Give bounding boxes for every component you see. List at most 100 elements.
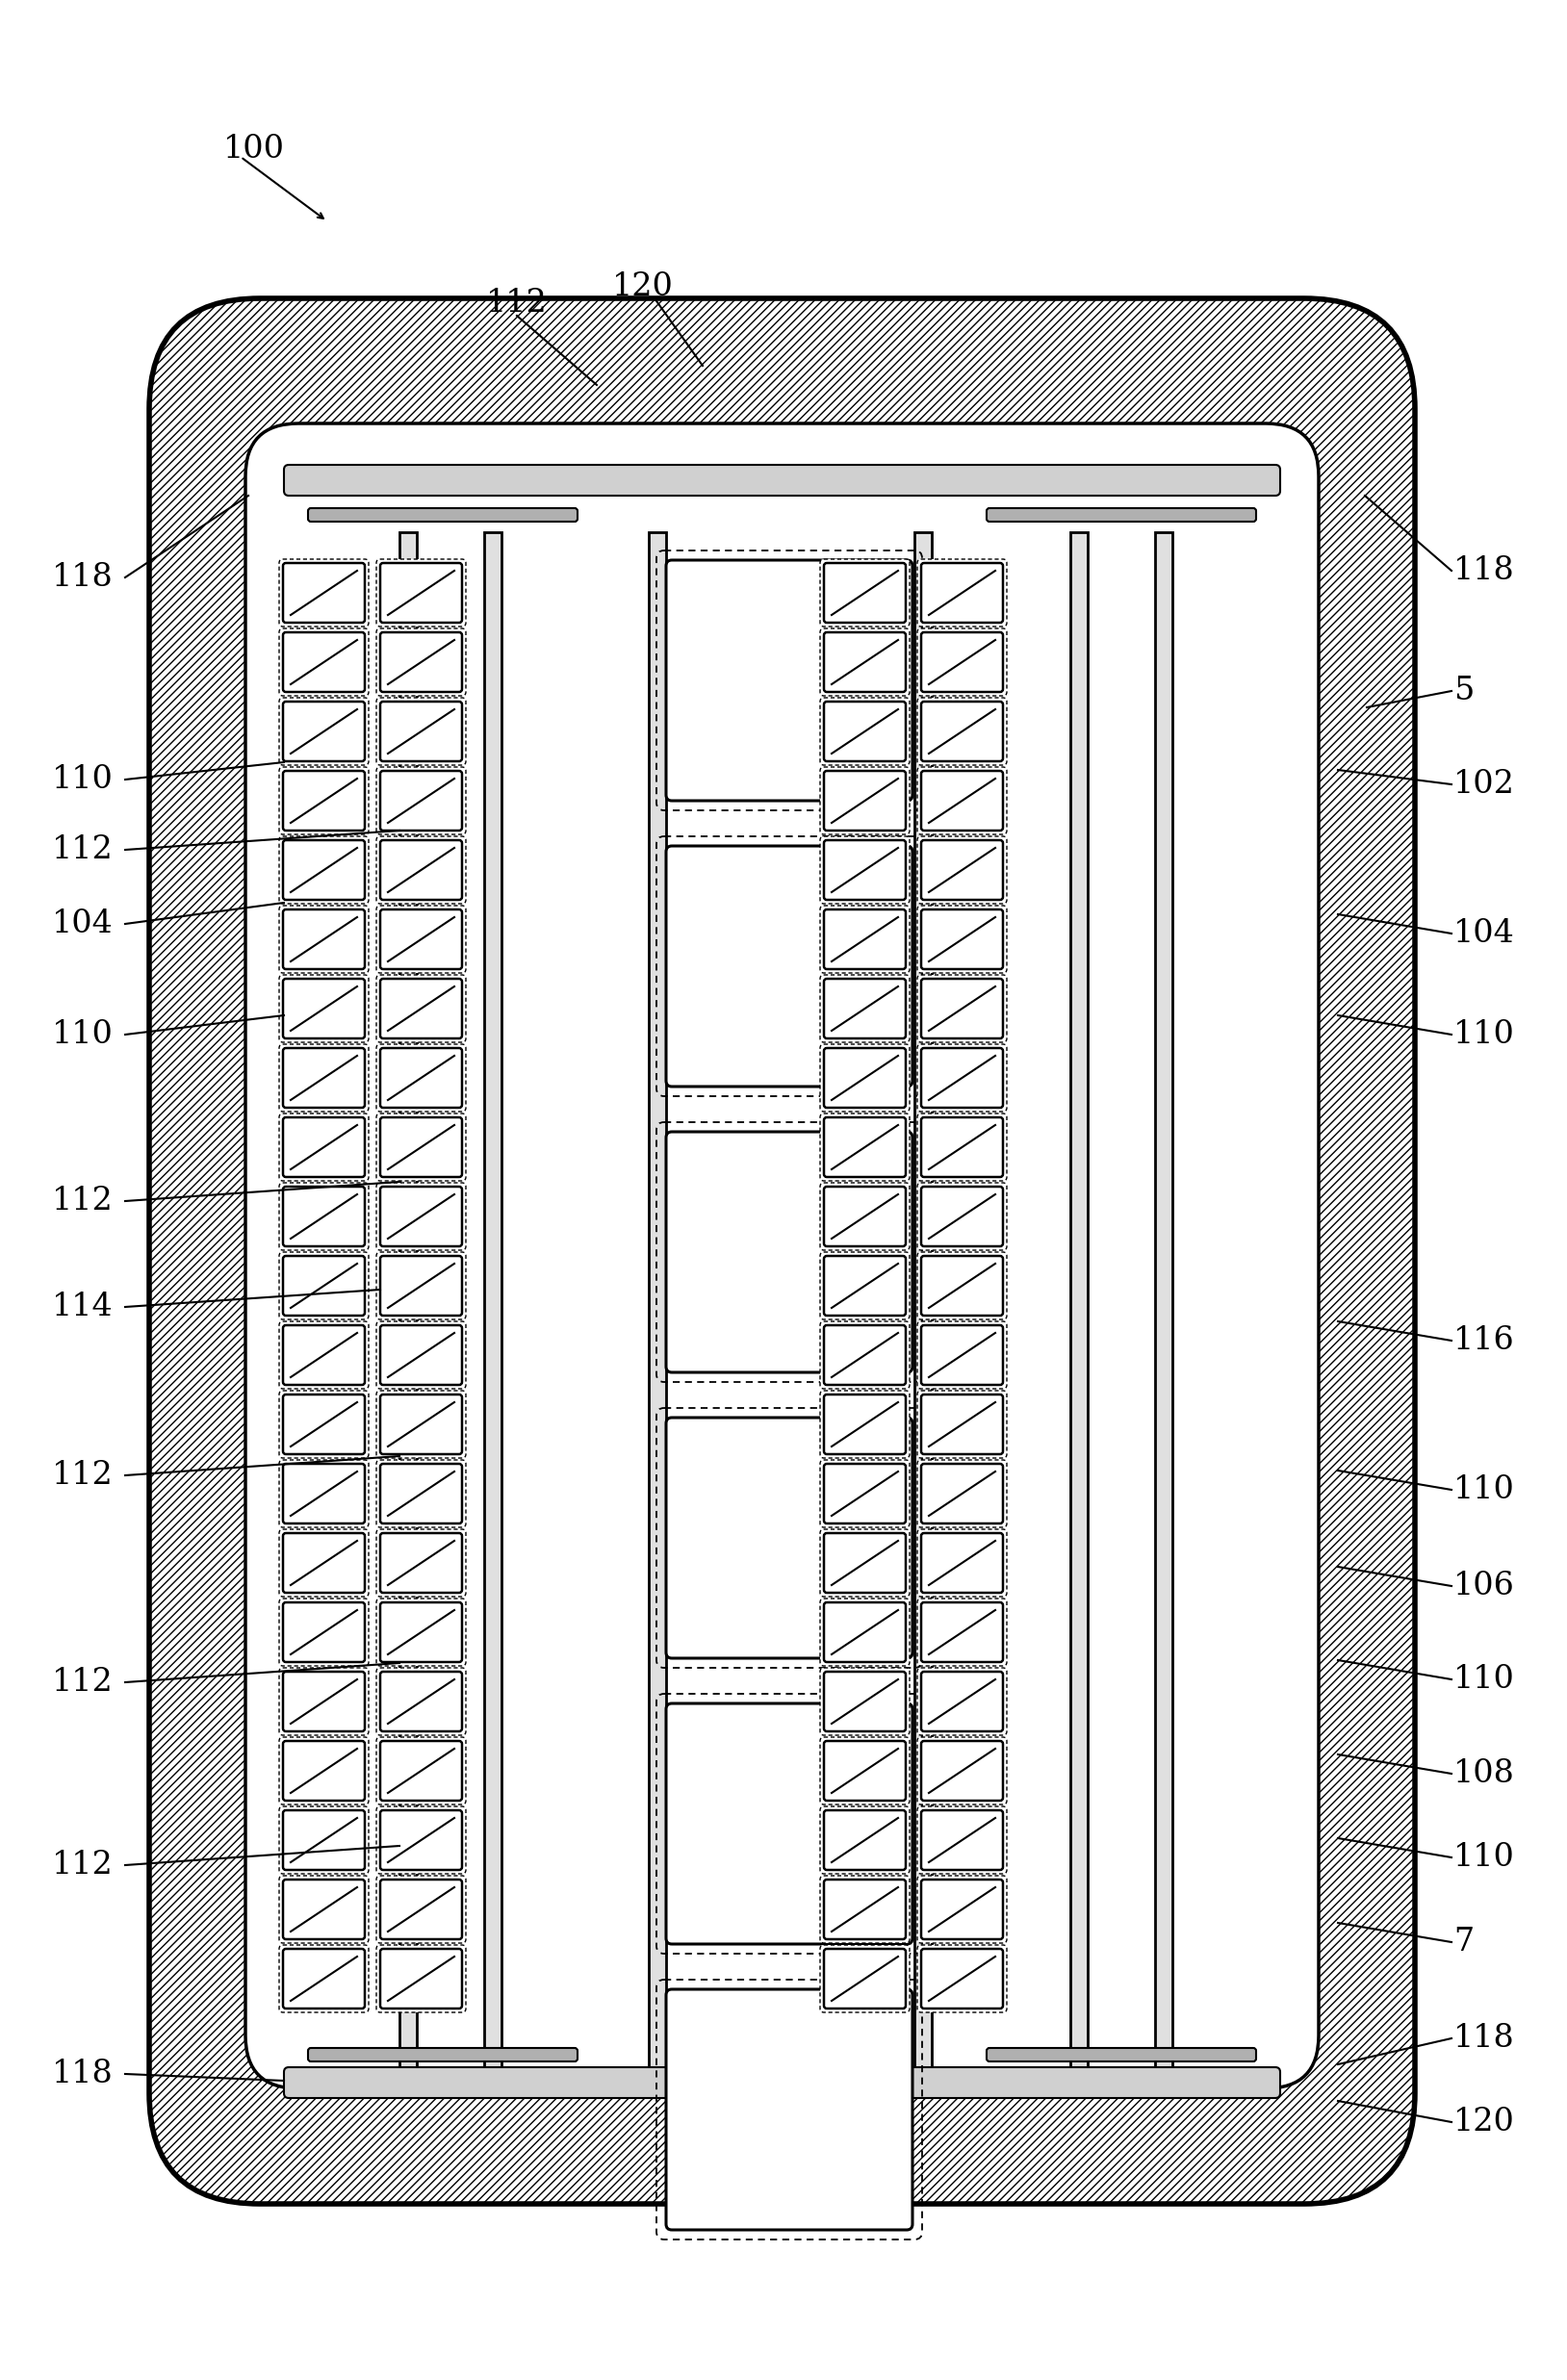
- FancyBboxPatch shape: [820, 1530, 909, 1597]
- FancyBboxPatch shape: [284, 1047, 365, 1107]
- FancyBboxPatch shape: [917, 697, 1008, 764]
- FancyBboxPatch shape: [917, 766, 1008, 835]
- FancyBboxPatch shape: [381, 1671, 462, 1730]
- FancyBboxPatch shape: [381, 978, 462, 1038]
- FancyBboxPatch shape: [284, 1949, 365, 2009]
- Text: 100: 100: [224, 133, 285, 164]
- FancyBboxPatch shape: [666, 1704, 912, 1944]
- FancyBboxPatch shape: [917, 1252, 1008, 1319]
- FancyBboxPatch shape: [820, 559, 909, 626]
- FancyBboxPatch shape: [820, 835, 909, 904]
- Text: 120: 120: [1454, 2106, 1515, 2137]
- FancyBboxPatch shape: [820, 907, 909, 973]
- FancyBboxPatch shape: [921, 1464, 1003, 1523]
- FancyBboxPatch shape: [921, 1811, 1003, 1871]
- FancyBboxPatch shape: [279, 1668, 368, 1735]
- FancyBboxPatch shape: [284, 464, 1280, 495]
- Bar: [400, 533, 417, 2068]
- Text: 110: 110: [52, 1019, 113, 1050]
- FancyBboxPatch shape: [820, 697, 909, 764]
- FancyBboxPatch shape: [284, 633, 365, 693]
- FancyBboxPatch shape: [921, 840, 1003, 900]
- Text: 112: 112: [52, 835, 113, 866]
- FancyBboxPatch shape: [284, 2068, 1280, 2099]
- FancyBboxPatch shape: [279, 1045, 368, 1111]
- FancyBboxPatch shape: [381, 1326, 462, 1385]
- FancyBboxPatch shape: [279, 1806, 368, 1873]
- FancyBboxPatch shape: [381, 1811, 462, 1871]
- FancyBboxPatch shape: [917, 628, 1008, 695]
- FancyBboxPatch shape: [284, 840, 365, 900]
- FancyBboxPatch shape: [917, 1390, 1008, 1459]
- FancyBboxPatch shape: [824, 771, 906, 831]
- FancyBboxPatch shape: [921, 702, 1003, 762]
- FancyBboxPatch shape: [824, 1116, 906, 1178]
- FancyBboxPatch shape: [381, 1742, 462, 1802]
- FancyBboxPatch shape: [381, 1188, 462, 1247]
- FancyBboxPatch shape: [917, 1321, 1008, 1390]
- FancyBboxPatch shape: [279, 559, 368, 626]
- FancyBboxPatch shape: [987, 2047, 1257, 2061]
- FancyBboxPatch shape: [381, 1047, 462, 1107]
- FancyBboxPatch shape: [376, 766, 465, 835]
- FancyBboxPatch shape: [921, 1602, 1003, 1661]
- FancyBboxPatch shape: [824, 564, 906, 624]
- FancyBboxPatch shape: [279, 1944, 368, 2013]
- FancyBboxPatch shape: [917, 1875, 1008, 1942]
- FancyBboxPatch shape: [917, 1668, 1008, 1735]
- FancyBboxPatch shape: [284, 1533, 365, 1592]
- FancyBboxPatch shape: [917, 1599, 1008, 1666]
- FancyBboxPatch shape: [820, 1459, 909, 1528]
- FancyBboxPatch shape: [376, 1045, 465, 1111]
- FancyBboxPatch shape: [917, 1114, 1008, 1180]
- FancyBboxPatch shape: [921, 564, 1003, 624]
- FancyBboxPatch shape: [279, 1114, 368, 1180]
- FancyBboxPatch shape: [279, 1390, 368, 1459]
- FancyBboxPatch shape: [279, 1252, 368, 1319]
- Bar: [484, 533, 501, 2068]
- Bar: [1155, 533, 1172, 2068]
- FancyBboxPatch shape: [381, 1880, 462, 1940]
- Text: 110: 110: [1454, 1842, 1515, 1873]
- FancyBboxPatch shape: [381, 1602, 462, 1661]
- FancyBboxPatch shape: [279, 697, 368, 764]
- Text: 104: 104: [1454, 919, 1515, 950]
- FancyBboxPatch shape: [284, 564, 365, 624]
- FancyBboxPatch shape: [376, 1390, 465, 1459]
- FancyBboxPatch shape: [279, 1321, 368, 1390]
- Text: 104: 104: [52, 909, 113, 940]
- FancyBboxPatch shape: [376, 1459, 465, 1528]
- Text: 112: 112: [52, 1666, 113, 1697]
- FancyBboxPatch shape: [279, 1875, 368, 1942]
- FancyBboxPatch shape: [824, 1880, 906, 1940]
- FancyBboxPatch shape: [824, 1533, 906, 1592]
- FancyBboxPatch shape: [284, 1880, 365, 1940]
- FancyBboxPatch shape: [824, 1602, 906, 1661]
- Text: 118: 118: [1454, 2023, 1515, 2054]
- FancyBboxPatch shape: [284, 1811, 365, 1871]
- FancyBboxPatch shape: [820, 628, 909, 695]
- Text: 112: 112: [52, 1459, 113, 1490]
- FancyBboxPatch shape: [381, 702, 462, 762]
- FancyBboxPatch shape: [381, 633, 462, 693]
- FancyBboxPatch shape: [279, 1737, 368, 1804]
- FancyBboxPatch shape: [279, 907, 368, 973]
- FancyBboxPatch shape: [917, 1459, 1008, 1528]
- Text: 112: 112: [52, 1849, 113, 1880]
- FancyBboxPatch shape: [376, 907, 465, 973]
- FancyBboxPatch shape: [921, 633, 1003, 693]
- FancyBboxPatch shape: [820, 1875, 909, 1942]
- FancyBboxPatch shape: [279, 1530, 368, 1597]
- FancyBboxPatch shape: [279, 1183, 368, 1250]
- FancyBboxPatch shape: [824, 1188, 906, 1247]
- FancyBboxPatch shape: [824, 1257, 906, 1316]
- Text: 108: 108: [1454, 1759, 1515, 1790]
- FancyBboxPatch shape: [284, 1116, 365, 1178]
- FancyBboxPatch shape: [279, 628, 368, 695]
- FancyBboxPatch shape: [917, 835, 1008, 904]
- Bar: [649, 533, 666, 2068]
- FancyBboxPatch shape: [820, 1183, 909, 1250]
- FancyBboxPatch shape: [376, 1944, 465, 2013]
- FancyBboxPatch shape: [820, 766, 909, 835]
- Bar: [1070, 533, 1087, 2068]
